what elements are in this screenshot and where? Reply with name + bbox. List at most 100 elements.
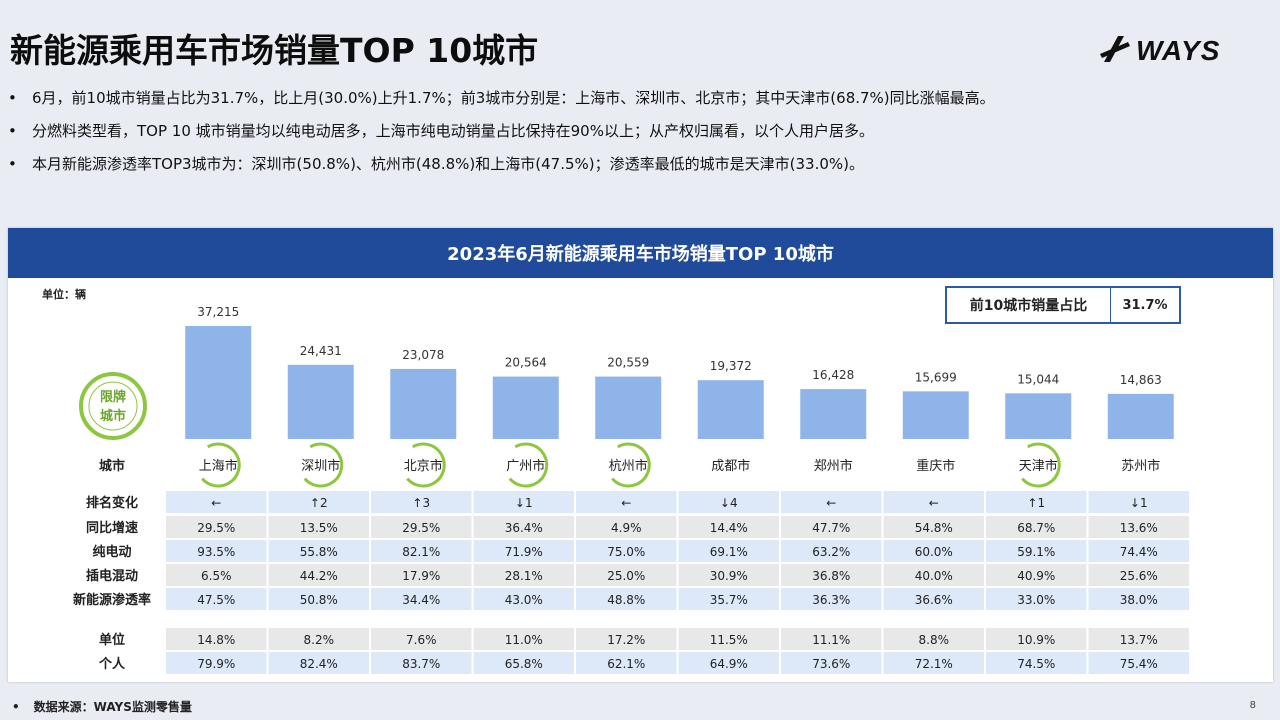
bullet-2: 分燃料类型看，TOP 10 城市销量均以纯电动居多，上海市纯电动销量占比保持在9… xyxy=(8,123,1268,141)
cell-value: 50.8% xyxy=(300,593,338,607)
cell-value: 72.1% xyxy=(915,657,953,671)
cell-value: 75.4% xyxy=(1120,657,1158,671)
cell-value: 74.4% xyxy=(1120,545,1158,559)
table-cell xyxy=(883,652,984,674)
restricted-city-ring xyxy=(503,442,549,488)
row-label: 插电混动 xyxy=(86,568,138,584)
table-cell xyxy=(268,652,369,674)
table-cell xyxy=(268,628,369,650)
cell-value: 30.9% xyxy=(710,569,748,583)
cell-value: 4.9% xyxy=(611,521,642,535)
cell-value: 29.5% xyxy=(197,521,235,535)
table-cell xyxy=(678,588,779,610)
table-cell xyxy=(1088,564,1189,586)
cell-value: 17.2% xyxy=(607,633,645,647)
cell-value: 64.9% xyxy=(710,657,748,671)
table-cell xyxy=(371,588,472,610)
city-label: 深圳市 xyxy=(301,458,340,474)
cell-value: 79.9% xyxy=(197,657,235,671)
table-cell xyxy=(576,652,677,674)
cell-value: 62.1% xyxy=(607,657,645,671)
table-cell xyxy=(268,564,369,586)
restricted-city-ring xyxy=(1015,442,1061,488)
cell-value: ← xyxy=(211,496,221,510)
table-cell xyxy=(473,491,574,513)
bar-9 xyxy=(1005,393,1072,439)
table-cell xyxy=(268,516,369,538)
bar-value-label: 15,699 xyxy=(915,370,957,384)
cell-value: 44.2% xyxy=(300,569,338,583)
table-cell xyxy=(1088,491,1189,513)
bar-value-label: 16,428 xyxy=(812,368,854,382)
table-cell xyxy=(473,540,574,562)
table-cell xyxy=(166,628,267,650)
cell-value: 28.1% xyxy=(505,569,543,583)
bar-value-label: 20,564 xyxy=(505,356,547,370)
table-cell xyxy=(678,628,779,650)
row-label: 同比增速 xyxy=(86,520,138,536)
city-label: 苏州市 xyxy=(1121,458,1160,474)
bar-6 xyxy=(697,380,764,439)
table-cell xyxy=(473,564,574,586)
cell-value: 38.0% xyxy=(1120,593,1158,607)
table-cell xyxy=(166,491,267,513)
table-cell xyxy=(986,564,1087,586)
cell-value: 33.0% xyxy=(1017,593,1055,607)
table-cell xyxy=(883,516,984,538)
cell-value: 60.0% xyxy=(915,545,953,559)
table-cell xyxy=(986,588,1087,610)
cell-value: 48.8% xyxy=(607,593,645,607)
bullet-3: 本月新能源渗透率TOP3城市为：深圳市(50.8%)、杭州市(48.8%)和上海… xyxy=(8,156,1268,174)
cell-value: 40.0% xyxy=(915,569,953,583)
cell-value: ↓1 xyxy=(1130,496,1148,510)
top10-share-box: 前10城市销量占比 31.7% xyxy=(945,286,1181,324)
bar-3 xyxy=(390,368,457,439)
table-cell xyxy=(781,564,882,586)
unit-note: 单位：辆 xyxy=(42,288,86,301)
table-cell xyxy=(781,491,882,513)
cell-value: 73.6% xyxy=(812,657,850,671)
cell-value: 47.5% xyxy=(197,593,235,607)
cell-value: ↑2 xyxy=(310,496,328,510)
cell-value: 11.5% xyxy=(710,633,748,647)
cell-value: ← xyxy=(621,496,631,510)
bullet-1: 6月，前10城市销量占比为31.7%，比上月(30.0%)上升1.7%；前3城市… xyxy=(8,90,1268,108)
table-cell xyxy=(986,652,1087,674)
bar-8 xyxy=(902,391,969,439)
table-cell xyxy=(883,588,984,610)
cell-value: ↑3 xyxy=(412,496,430,510)
table-cell xyxy=(678,491,779,513)
table-cell xyxy=(1088,516,1189,538)
cell-value: 10.9% xyxy=(1017,633,1055,647)
table-cell xyxy=(371,652,472,674)
cell-value: 65.8% xyxy=(505,657,543,671)
cell-value: 36.8% xyxy=(812,569,850,583)
table-cell xyxy=(678,540,779,562)
table-cell xyxy=(371,540,472,562)
cell-value: 47.7% xyxy=(812,521,850,535)
bar-value-label: 37,215 xyxy=(197,305,239,319)
table-cell xyxy=(781,652,882,674)
table-cell xyxy=(166,564,267,586)
table-cell xyxy=(371,516,472,538)
table-cell xyxy=(883,628,984,650)
table-cell xyxy=(268,588,369,610)
bar-2 xyxy=(287,364,354,439)
cell-value: 43.0% xyxy=(505,593,543,607)
cell-value: ↓4 xyxy=(720,496,738,510)
table-cell xyxy=(268,540,369,562)
city-label: 北京市 xyxy=(404,458,443,474)
cell-value: 34.4% xyxy=(402,593,440,607)
table-cell xyxy=(1088,652,1189,674)
cell-value: 68.7% xyxy=(1017,521,1055,535)
restricted-badge-inner-ring xyxy=(88,381,138,431)
cell-value: 40.9% xyxy=(1017,569,1055,583)
table-cell xyxy=(781,628,882,650)
bar-1 xyxy=(185,326,252,439)
table-cell xyxy=(576,588,677,610)
bar-value-label: 24,431 xyxy=(300,344,342,358)
cell-value: 75.0% xyxy=(607,545,645,559)
table-cell xyxy=(1088,540,1189,562)
cell-value: ↓1 xyxy=(515,496,533,510)
cell-value: 83.7% xyxy=(402,657,440,671)
